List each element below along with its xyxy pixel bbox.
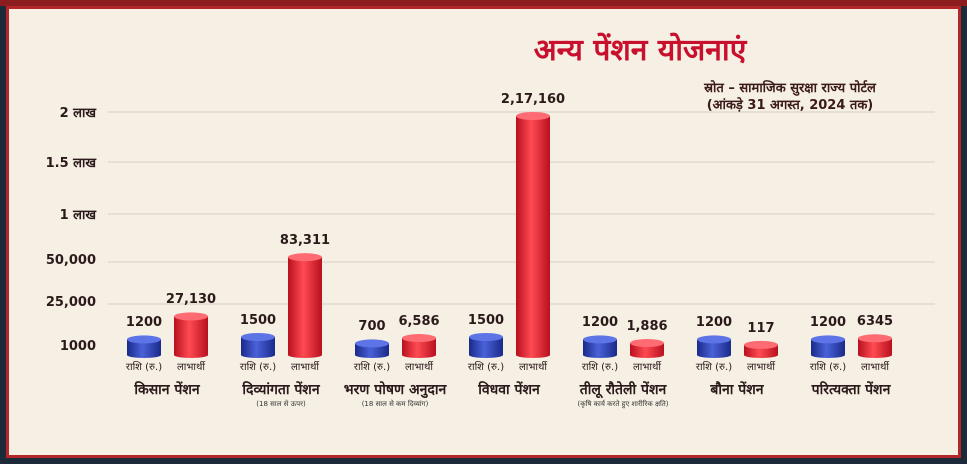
- beneficiaries-bar-label: लाभार्थी: [861, 362, 889, 373]
- amount-bar: [811, 335, 845, 358]
- beneficiaries-bar: [516, 112, 550, 358]
- source-line-1: स्रोत – सामाजिक सुरक्षा राज्य पोर्टल: [704, 81, 876, 96]
- category-note: (कृषि कार्य करते हुए शारीरिक क्षति): [577, 400, 669, 408]
- amount-bar: [127, 335, 161, 358]
- beneficiaries-value-label: 27,130: [165, 292, 217, 308]
- beneficiaries-bar-label: लाभार्थी: [519, 362, 547, 373]
- amount-bar-label: राशि (रु.): [125, 362, 163, 373]
- beneficiaries-bar-label: लाभार्थी: [177, 362, 205, 373]
- beneficiaries-value-label: 1,886: [626, 319, 668, 334]
- y-tick-label: 25,000: [45, 295, 96, 310]
- category-name: परित्यक्ता पेंशन: [811, 382, 891, 398]
- beneficiaries-value-label: 2,17,160: [500, 92, 566, 107]
- amount-value-label: 1200: [809, 315, 847, 331]
- beneficiaries-value-label: 117: [747, 320, 775, 336]
- beneficiaries-bar: [858, 334, 892, 358]
- category-note: (18 साल से ऊपर): [256, 400, 306, 408]
- amount-bar-label: राशि (रु.): [809, 362, 847, 373]
- beneficiaries-value-label: 6345: [856, 314, 894, 330]
- chart-title: अन्य पेंशन योजनाएं: [533, 33, 747, 68]
- amount-bar: [583, 335, 617, 358]
- amount-value-label: 1200: [125, 315, 163, 331]
- beneficiaries-value-label: 83,311: [279, 233, 331, 249]
- amount-value-label: 1500: [239, 313, 277, 328]
- amount-bar: [355, 339, 389, 358]
- amount-value-label: 700: [358, 319, 386, 335]
- amount-bar-label: राशि (रु.): [581, 362, 619, 373]
- y-tick-label: 2 लाख: [59, 106, 96, 121]
- category-name: भरण पोषण अनुदान: [343, 382, 447, 398]
- category-name: दिव्यांगता पेंशन: [242, 382, 320, 398]
- source-line-2: (आंकड़े 31 अगस्त, 2024 तक): [706, 98, 874, 113]
- category-name: बौना पेंशन: [710, 382, 764, 398]
- beneficiaries-bar: [402, 334, 436, 358]
- amount-value-label: 1200: [581, 315, 619, 331]
- amount-bar-label: राशि (रु.): [353, 362, 391, 373]
- beneficiaries-bar-label: लाभार्थी: [291, 362, 319, 373]
- beneficiaries-bar-label: लाभार्थी: [633, 362, 661, 373]
- top-strip: [0, 0, 967, 6]
- category-name: तीलू रौतेली पेंशन: [579, 382, 667, 398]
- amount-bar: [697, 335, 731, 358]
- amount-bar-label: राशि (रु.): [239, 362, 277, 373]
- source-note: स्रोत – सामाजिक सुरक्षा राज्य पोर्टल (आं…: [650, 80, 930, 114]
- beneficiaries-bar: [288, 253, 322, 358]
- category-name: विधवा पेंशन: [478, 382, 540, 398]
- beneficiaries-bar: [630, 339, 664, 358]
- beneficiaries-value-label: 6,586: [398, 314, 440, 330]
- beneficiaries-bar: [174, 312, 208, 358]
- category-note: (18 साल से कम दिव्यांग): [361, 400, 429, 408]
- beneficiaries-bar-label: लाभार्थी: [747, 362, 775, 373]
- y-tick-label: 1000: [59, 339, 96, 354]
- amount-bar: [241, 333, 275, 358]
- amount-value-label: 1500: [467, 313, 505, 328]
- y-tick-label: 1.5 लाख: [45, 156, 96, 171]
- beneficiaries-bar: [744, 340, 778, 358]
- beneficiaries-bar-label: लाभार्थी: [405, 362, 433, 373]
- y-tick-label: 1 लाख: [59, 208, 96, 223]
- chart-frame: [6, 6, 961, 458]
- category-name: किसान पेंशन: [134, 382, 200, 398]
- amount-bar-label: राशि (रु.): [695, 362, 733, 373]
- amount-value-label: 1200: [695, 315, 733, 331]
- amount-bar-label: राशि (रु.): [467, 362, 505, 373]
- y-tick-label: 50,000: [45, 253, 96, 268]
- amount-bar: [469, 333, 503, 358]
